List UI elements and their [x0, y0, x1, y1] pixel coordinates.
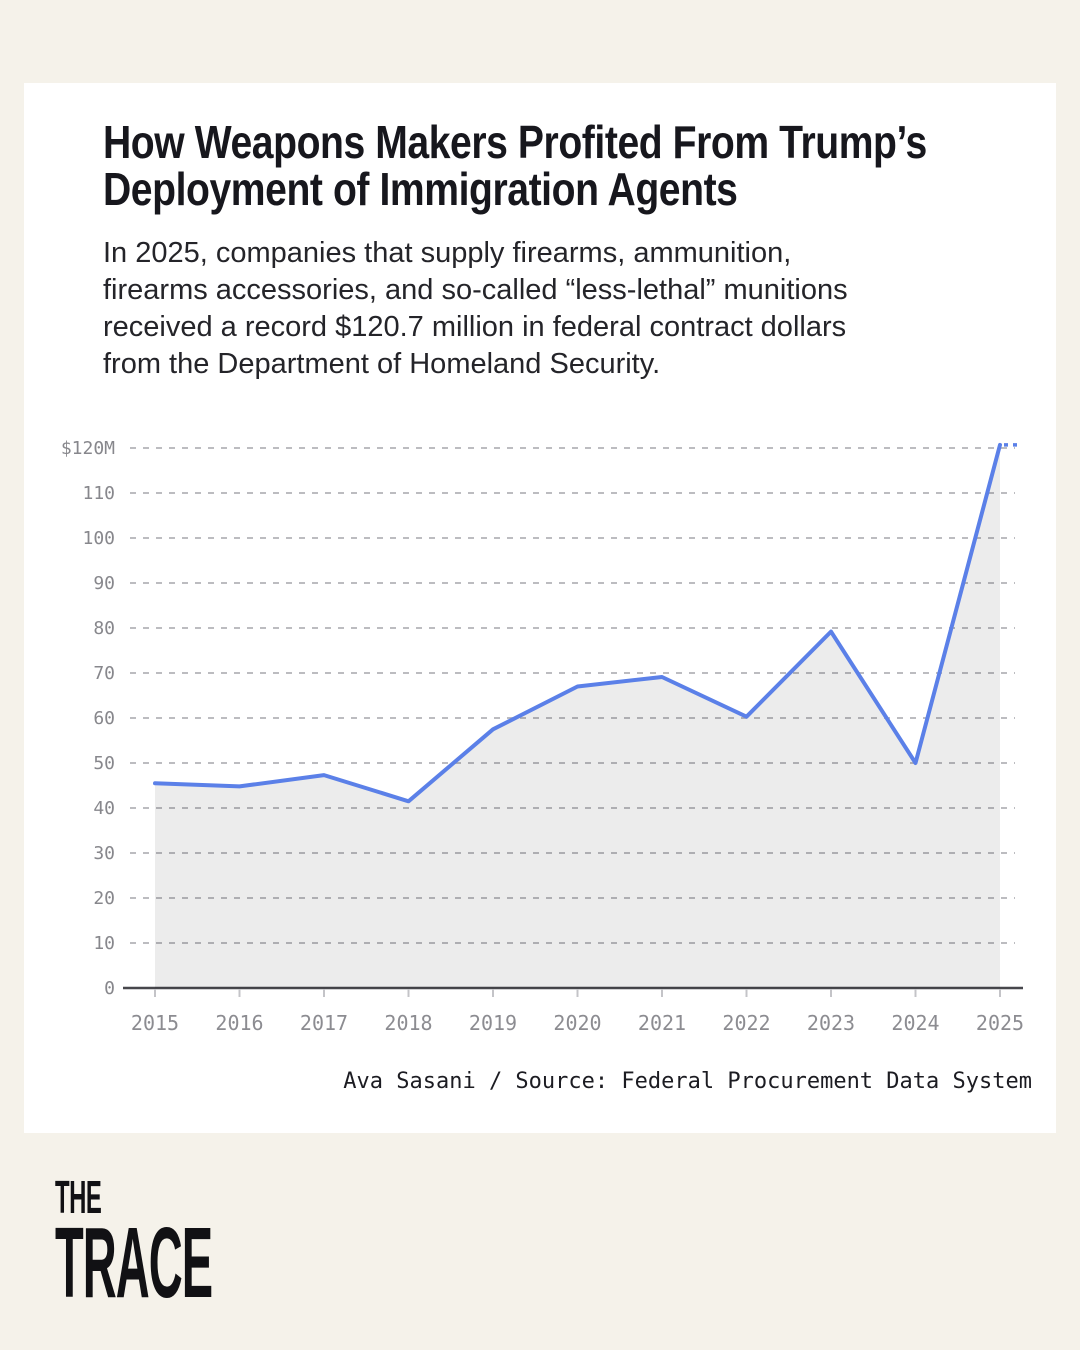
x-tick-label: 2023 — [807, 1011, 855, 1035]
subtitle-line-1: In 2025, companies that supply firearms,… — [103, 237, 792, 269]
line-chart: $120M 110 100 90 80 70 60 50 40 30 20 10 0 2015 2016 20… — [24, 83, 1056, 1133]
subtitle-line-4: from the Department of Homeland Security… — [103, 348, 661, 380]
subtitle-line-3: received a record $120.7 million in fede… — [103, 311, 847, 343]
subtitle-line-2: firearms accessories, and so-called “les… — [103, 274, 848, 306]
x-tick-label: 2025 — [976, 1011, 1024, 1035]
x-tick-label: 2015 — [131, 1011, 179, 1035]
title-line-1: How Weapons Makers Profited From Trump’s — [103, 116, 927, 168]
chart-subtitle: In 2025, companies that supply firearms,… — [103, 235, 1003, 383]
y-tick-label: $120M — [61, 438, 115, 459]
x-tick-label: 2016 — [215, 1011, 263, 1035]
x-tick-label: 2017 — [300, 1011, 348, 1035]
source-caption: Ava Sasani / Source: Federal Procurement… — [343, 1069, 1032, 1094]
y-tick-label: 30 — [93, 843, 115, 864]
page-title: How Weapons Makers Profited From Trump’s… — [103, 119, 1003, 213]
logo-line-trace: TRACE — [55, 1207, 213, 1319]
chart-card: How Weapons Makers Profited From Trump’s… — [24, 83, 1056, 1133]
area-fill — [155, 444, 1000, 988]
x-tick-label: 2018 — [384, 1011, 432, 1035]
x-tick-label: 2024 — [891, 1011, 939, 1035]
y-tick-label: 110 — [82, 483, 115, 504]
x-tick-label: 2021 — [638, 1011, 686, 1035]
y-tick-label: 70 — [93, 663, 115, 684]
x-tick-label: 2020 — [553, 1011, 601, 1035]
y-tick-label: 90 — [93, 573, 115, 594]
x-tick-label: 2019 — [469, 1011, 517, 1035]
y-tick-label: 60 — [93, 708, 115, 729]
data-line — [153, 442, 1002, 804]
y-tick-label: 20 — [93, 888, 115, 909]
x-tick-label: 2022 — [722, 1011, 770, 1035]
the-trace-logo: THE TRACE — [55, 1171, 389, 1319]
title-line-2: Deployment of Immigration Agents — [103, 163, 738, 215]
y-tick-label: 40 — [93, 798, 115, 819]
y-tick-label: 100 — [82, 528, 115, 549]
y-tick-label: 10 — [93, 933, 115, 954]
y-tick-label: 0 — [104, 978, 115, 999]
y-tick-label: 50 — [93, 753, 115, 774]
y-tick-label: 80 — [93, 618, 115, 639]
logo-line-the: THE — [55, 1171, 102, 1223]
